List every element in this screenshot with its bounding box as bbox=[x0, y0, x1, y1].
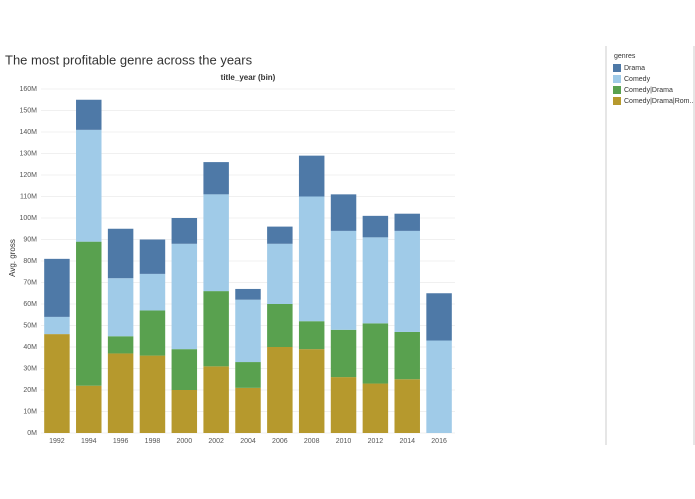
bar-segment bbox=[203, 162, 229, 195]
y-tick-label: 40M bbox=[23, 344, 37, 351]
bar-segment bbox=[235, 299, 261, 363]
bar-segment bbox=[362, 215, 389, 238]
bar-segment bbox=[298, 155, 325, 197]
bar-segment bbox=[76, 129, 102, 242]
bar-segment bbox=[171, 390, 198, 433]
x-tick-label: 1992 bbox=[49, 438, 65, 445]
bar-segment bbox=[298, 321, 325, 350]
y-tick-label: 150M bbox=[19, 107, 37, 114]
bar-segment bbox=[44, 334, 70, 433]
bar-segment bbox=[235, 362, 261, 388]
x-tick-label: 1996 bbox=[113, 438, 129, 445]
chart-title: The most profitable genre across the yea… bbox=[5, 52, 253, 67]
legend-title: genres bbox=[614, 53, 636, 60]
x-tick-label: 2002 bbox=[208, 438, 224, 445]
column-header: title_year (bin) bbox=[221, 73, 276, 82]
x-tick-label: 1994 bbox=[81, 438, 97, 445]
bar-segment bbox=[203, 194, 229, 292]
bar-segment bbox=[267, 347, 293, 433]
bar-segment bbox=[107, 336, 134, 354]
y-tick-label: 30M bbox=[23, 365, 37, 372]
bar-segment bbox=[171, 349, 198, 390]
bar-segment bbox=[44, 316, 70, 335]
x-tick-label: 2014 bbox=[399, 438, 415, 445]
bar-segment bbox=[330, 329, 357, 378]
y-tick-label: 90M bbox=[23, 236, 37, 243]
legend-label: Comedy|Drama bbox=[624, 87, 673, 94]
bar-segment bbox=[394, 230, 420, 332]
x-tick-label: 2016 bbox=[431, 438, 447, 445]
y-tick-label: 160M bbox=[19, 86, 37, 93]
bar-segment bbox=[171, 243, 198, 350]
x-tick-label: 2006 bbox=[272, 438, 288, 445]
y-tick-label: 0M bbox=[27, 430, 37, 437]
bar-segment bbox=[394, 213, 420, 231]
legend-label: Comedy|Drama|Rom.. bbox=[624, 98, 693, 105]
bar-segment bbox=[267, 243, 293, 304]
bar-segment bbox=[267, 304, 293, 347]
bar-segment bbox=[426, 340, 452, 433]
y-tick-label: 120M bbox=[19, 172, 37, 179]
bar-segment bbox=[362, 237, 389, 324]
bar-segment bbox=[362, 323, 389, 384]
bar-segment bbox=[139, 239, 166, 274]
y-tick-label: 110M bbox=[20, 193, 37, 200]
y-tick-label: 100M bbox=[19, 215, 37, 222]
y-tick-label: 20M bbox=[23, 387, 37, 394]
bar-segment bbox=[330, 377, 357, 433]
y-tick-label: 70M bbox=[23, 279, 37, 286]
x-tick-label: 2000 bbox=[177, 438, 193, 445]
y-tick-label: 10M bbox=[23, 408, 37, 415]
bar-segment bbox=[298, 349, 325, 433]
x-tick-label: 2008 bbox=[304, 438, 320, 445]
y-axis-title: Avg. gross bbox=[8, 239, 17, 277]
bar-segment bbox=[394, 379, 420, 433]
bar-segment bbox=[426, 293, 452, 341]
legend-swatch bbox=[613, 97, 621, 105]
x-tick-label: 1998 bbox=[145, 438, 161, 445]
bar-segment bbox=[330, 194, 357, 231]
x-tick-label: 2012 bbox=[368, 438, 384, 445]
bar-segment bbox=[107, 353, 134, 433]
bar-segment bbox=[203, 291, 229, 367]
y-tick-label: 60M bbox=[23, 301, 37, 308]
legend-swatch bbox=[613, 75, 621, 83]
bar-segment bbox=[235, 387, 261, 433]
bar-segment bbox=[139, 273, 166, 311]
y-tick-label: 130M bbox=[19, 150, 37, 157]
bar-segment bbox=[298, 196, 325, 322]
bar-segment bbox=[76, 385, 102, 433]
bar-segment bbox=[362, 383, 389, 433]
legend-swatch bbox=[613, 86, 621, 94]
legend-label: Drama bbox=[624, 65, 645, 72]
bar-segment bbox=[107, 278, 134, 337]
bar-segment bbox=[171, 218, 198, 244]
y-tick-label: 50M bbox=[23, 322, 37, 329]
bar-segment bbox=[235, 288, 261, 300]
bar-segment bbox=[76, 99, 102, 130]
bar-segment bbox=[267, 226, 293, 244]
bar-segment bbox=[44, 258, 70, 317]
bar-segment bbox=[76, 241, 102, 386]
x-tick-label: 2010 bbox=[336, 438, 352, 445]
y-tick-label: 80M bbox=[23, 258, 37, 265]
x-tick-label: 2004 bbox=[240, 438, 256, 445]
bar-segment bbox=[203, 366, 229, 433]
bar-segment bbox=[139, 310, 166, 356]
bar-segment bbox=[107, 228, 134, 279]
legend-swatch bbox=[613, 64, 621, 72]
y-tick-label: 140M bbox=[19, 129, 37, 136]
bar-segment bbox=[139, 355, 166, 433]
bar-segment bbox=[394, 331, 420, 380]
bar-segment bbox=[330, 230, 357, 330]
legend-label: Comedy bbox=[624, 76, 651, 83]
